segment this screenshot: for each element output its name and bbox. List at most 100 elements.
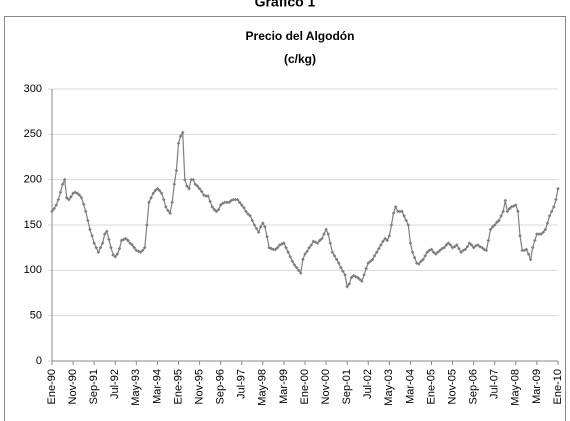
point (140, 248, 145, 253)
point (482, 247, 487, 252)
point (214, 209, 219, 214)
point (94, 245, 99, 250)
chart-title: Precio del Algodón (246, 29, 355, 43)
point (204, 194, 208, 198)
point (518, 234, 522, 238)
point (193, 182, 198, 186)
point (511, 204, 516, 208)
point (370, 257, 375, 262)
point (172, 182, 177, 186)
point (269, 246, 274, 251)
y-tick-label: 250 (24, 128, 42, 140)
point (465, 244, 470, 249)
point (178, 134, 183, 138)
point (366, 261, 371, 265)
x-tick-label: Sep-91 (88, 369, 100, 404)
y-tick-label: 150 (24, 219, 42, 231)
point (533, 238, 537, 243)
point (360, 279, 364, 284)
point (86, 218, 90, 223)
point (448, 243, 453, 247)
point (290, 259, 295, 264)
point (349, 275, 354, 280)
point (237, 200, 242, 205)
x-tick-label: Ene-05 (425, 369, 437, 404)
point (56, 197, 61, 202)
point (543, 227, 548, 232)
point (444, 243, 449, 247)
point (315, 241, 320, 245)
point (218, 203, 223, 207)
point (347, 282, 352, 286)
point (153, 188, 158, 193)
point (501, 209, 505, 214)
point (461, 248, 465, 253)
x-tick-label: Mar-99 (278, 369, 290, 404)
chart-border (4, 16, 566, 421)
point (364, 266, 368, 271)
point (115, 252, 120, 256)
point (459, 250, 463, 254)
point (248, 214, 252, 218)
point (69, 195, 73, 199)
point (176, 141, 181, 146)
x-tick-label: Ene-95 (172, 369, 184, 404)
point (52, 206, 56, 211)
point (341, 269, 345, 274)
point (490, 225, 495, 229)
point (471, 245, 476, 250)
x-tick-label: Nov-95 (193, 369, 205, 404)
point (105, 229, 109, 234)
point (457, 246, 461, 251)
point (273, 247, 278, 252)
point (414, 261, 419, 265)
point (64, 196, 69, 200)
point (436, 250, 440, 254)
point (271, 247, 276, 252)
point (431, 250, 436, 254)
point (305, 249, 309, 254)
x-tick-label: May-98 (257, 369, 269, 406)
point (452, 244, 457, 249)
point (298, 271, 303, 275)
point (256, 230, 261, 235)
point (223, 200, 227, 205)
point (330, 250, 335, 254)
point (301, 257, 305, 262)
point (126, 238, 130, 243)
point (476, 243, 480, 247)
point (199, 189, 204, 194)
point (389, 223, 394, 227)
point (208, 199, 212, 204)
point (438, 248, 442, 253)
point (202, 193, 206, 197)
point (145, 223, 149, 227)
point (286, 250, 290, 254)
point (455, 243, 459, 247)
point (134, 248, 139, 253)
point (197, 186, 202, 191)
point (402, 214, 406, 218)
point (187, 186, 191, 191)
point (400, 209, 404, 214)
point (60, 182, 65, 186)
point (100, 241, 105, 245)
point (58, 190, 63, 195)
point (484, 248, 489, 253)
point (254, 226, 259, 231)
point (128, 241, 132, 245)
point (406, 223, 411, 227)
point (168, 211, 172, 216)
point (132, 245, 137, 250)
point (166, 208, 170, 213)
point (195, 184, 200, 188)
point (280, 242, 284, 246)
point (191, 177, 196, 182)
point (250, 218, 255, 223)
point (372, 254, 377, 258)
point (336, 261, 341, 265)
point (212, 207, 217, 212)
point (469, 243, 474, 247)
point (206, 194, 210, 198)
point (320, 236, 324, 241)
